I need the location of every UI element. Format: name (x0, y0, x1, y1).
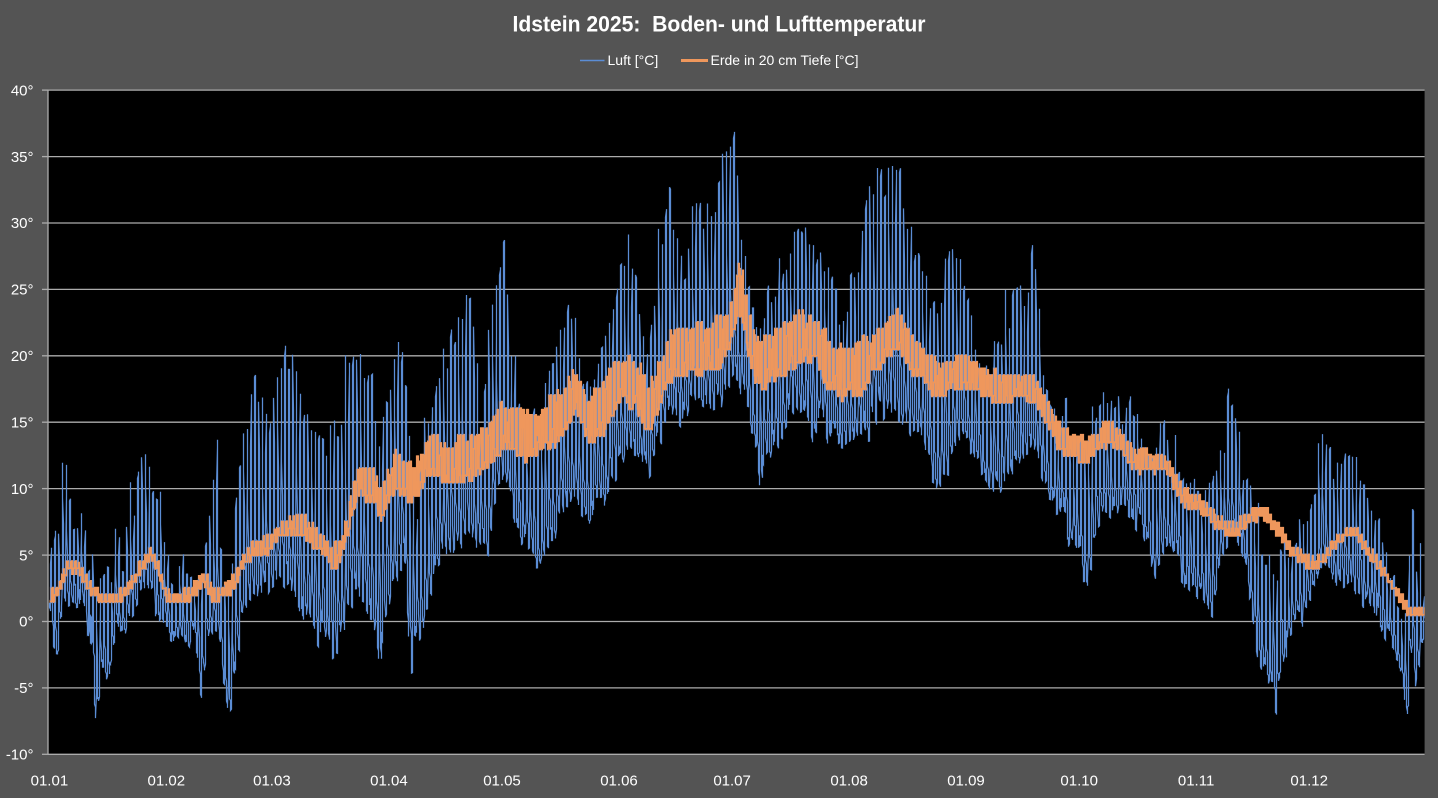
svg-text:30°: 30° (11, 215, 34, 232)
svg-text:01.07: 01.07 (713, 773, 751, 790)
svg-text:-10°: -10° (6, 747, 34, 764)
svg-text:Erde in 20 cm Tiefe [°C]: Erde in 20 cm Tiefe [°C] (711, 52, 859, 68)
svg-text:10°: 10° (11, 481, 34, 498)
svg-text:5°: 5° (19, 547, 33, 564)
svg-text:-5°: -5° (14, 680, 33, 697)
svg-text:01.11: 01.11 (1178, 773, 1214, 790)
svg-text:01.12: 01.12 (1290, 773, 1328, 790)
svg-text:40°: 40° (11, 82, 34, 99)
svg-text:01.01: 01.01 (31, 773, 69, 790)
svg-text:01.09: 01.09 (947, 773, 985, 790)
svg-text:Luft [°C]: Luft [°C] (608, 52, 659, 68)
svg-text:01.03: 01.03 (253, 773, 291, 790)
svg-text:35°: 35° (11, 149, 34, 166)
svg-text:01.04: 01.04 (370, 773, 408, 790)
svg-text:01.05: 01.05 (483, 773, 521, 790)
svg-text:Idstein 2025: Boden- und Luft: Idstein 2025: Boden- und Lufttemperatur (513, 12, 926, 37)
svg-text:20°: 20° (11, 348, 34, 365)
svg-text:25°: 25° (11, 282, 34, 299)
svg-text:15°: 15° (11, 414, 34, 431)
svg-text:01.06: 01.06 (600, 773, 638, 790)
svg-text:01.08: 01.08 (830, 773, 868, 790)
svg-text:01.10: 01.10 (1060, 773, 1098, 790)
svg-text:01.02: 01.02 (148, 773, 186, 790)
svg-text:0°: 0° (19, 614, 33, 631)
